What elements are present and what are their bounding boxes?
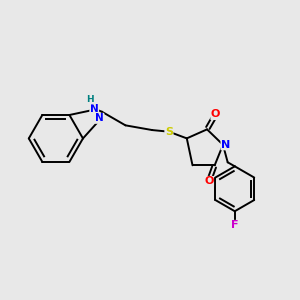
Text: S: S [165, 127, 173, 137]
Text: N: N [90, 104, 99, 114]
Text: N: N [95, 113, 104, 123]
Text: O: O [204, 176, 214, 186]
Text: N: N [221, 140, 230, 150]
Text: O: O [211, 110, 220, 119]
Text: H: H [86, 95, 94, 104]
Text: F: F [231, 220, 238, 230]
